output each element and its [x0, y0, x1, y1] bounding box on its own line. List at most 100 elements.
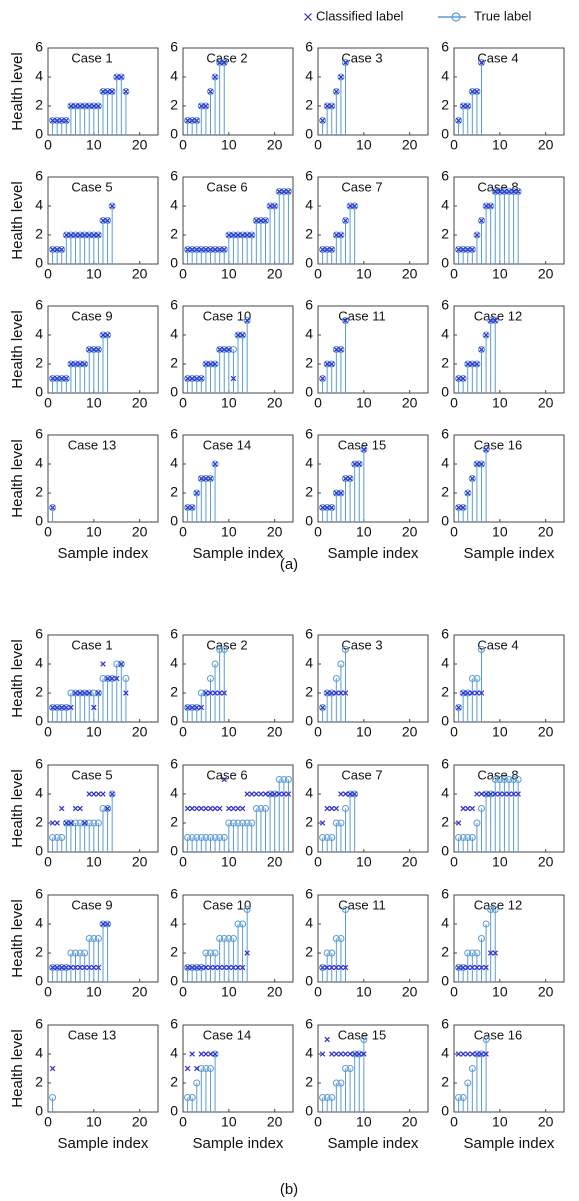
y-tick-label: 2 [305, 97, 313, 113]
classified-label-marker [86, 791, 92, 797]
classified-label-marker [68, 361, 74, 367]
true-label-marker [104, 217, 112, 224]
classified-label-marker [474, 232, 480, 238]
classified-label-marker [63, 232, 70, 238]
true-label-marker [284, 776, 292, 783]
classified-label-marker [455, 704, 462, 711]
y-tick-label: 0 [305, 1103, 313, 1119]
classified-label-marker [342, 217, 349, 224]
y-tick-label: 6 [441, 168, 449, 184]
classified-label-marker [497, 188, 503, 195]
true-label-marker [53, 246, 61, 253]
true-label-marker [257, 805, 265, 812]
true-label-marker [500, 776, 508, 783]
classified-label-marker [104, 88, 111, 95]
x-tick-label: 0 [314, 724, 322, 740]
classified-label-marker [212, 461, 218, 467]
x-tick-label: 10 [356, 1114, 372, 1130]
x-tick-label: 0 [314, 266, 322, 282]
classified-label-marker [262, 217, 269, 224]
classified-label-marker [271, 791, 278, 797]
x-tick-label: 20 [402, 395, 418, 411]
x-tick-label: 20 [267, 137, 283, 153]
y-tick-label: 4 [441, 197, 449, 213]
classified-label-marker [487, 317, 494, 324]
classified-label-marker [86, 232, 92, 238]
classified-label-marker [492, 791, 498, 797]
true-label-marker [328, 834, 336, 841]
true-label-marker [473, 460, 481, 468]
true-label-marker [234, 231, 242, 239]
y-tick-label: 4 [35, 197, 43, 213]
y-tick-label: 0 [170, 126, 178, 142]
classified-label-marker [184, 375, 191, 382]
axes-box [453, 305, 565, 394]
x-tick-label: 20 [132, 266, 148, 282]
true-label-marker [346, 1065, 354, 1072]
y-tick-label: 6 [170, 756, 178, 772]
x-tick-label: 20 [538, 984, 554, 1000]
true-label-marker [58, 964, 66, 971]
classified-label-marker [216, 346, 223, 353]
true-label-marker [193, 375, 201, 382]
classified-label-marker [506, 791, 512, 797]
x-tick-label: 10 [86, 137, 102, 153]
classified-label-marker [49, 504, 56, 511]
classified-label-marker [194, 490, 200, 496]
y-tick-label: 2 [441, 355, 449, 371]
true-label-marker [197, 1065, 205, 1072]
y-tick-label: 2 [441, 97, 449, 113]
classified-label-marker [474, 964, 480, 971]
y-tick-label: 4 [170, 1045, 178, 1061]
true-label-marker [342, 475, 349, 482]
classified-label-marker [203, 103, 209, 109]
true-label-marker [275, 188, 283, 195]
subplot-title: Case 7 [341, 179, 382, 194]
x-tick-label: 0 [314, 395, 322, 411]
true-label-marker [202, 1065, 210, 1072]
x-tick-label: 10 [492, 984, 508, 1000]
classified-label-marker [460, 805, 466, 812]
classified-label-marker [483, 332, 489, 338]
classified-label-marker [59, 805, 65, 812]
true-label-marker [332, 1079, 340, 1087]
classified-label-marker [239, 332, 246, 338]
y-tick-label: 0 [35, 713, 43, 729]
true-label-marker [81, 689, 89, 697]
classified-label-marker [198, 375, 205, 382]
panel-label: (b) [280, 1181, 298, 1198]
true-label-marker [337, 489, 345, 497]
true-label-marker [184, 504, 192, 511]
classified-label-marker [235, 964, 241, 971]
classified-label-marker [212, 1051, 218, 1057]
classified-label-marker [474, 461, 480, 467]
true-label-marker [473, 675, 481, 682]
x-tick-label: 0 [44, 137, 52, 153]
true-label-marker [323, 1094, 331, 1101]
classified-label-marker [361, 1051, 367, 1057]
classified-label-marker [329, 805, 335, 812]
classified-label-marker [109, 675, 115, 682]
classified-label-marker [465, 690, 471, 696]
classified-label-marker [114, 74, 120, 80]
classified-label-marker [72, 964, 79, 971]
axes-box [182, 47, 294, 136]
true-label-marker [252, 217, 260, 224]
true-label-marker [85, 819, 93, 827]
x-tick-label: 20 [267, 1114, 283, 1130]
classified-label-marker [478, 461, 485, 467]
true-label-marker [342, 59, 349, 66]
true-label-marker [49, 964, 57, 971]
classified-label-marker [184, 805, 191, 812]
subplot-title: Case 10 [203, 308, 251, 323]
true-label-marker [207, 360, 214, 368]
true-label-marker [184, 964, 192, 971]
y-tick-label: 0 [441, 513, 449, 529]
y-tick-label: 2 [305, 814, 313, 830]
x-tick-label: 0 [314, 984, 322, 1000]
true-label-marker [104, 331, 112, 339]
classified-label-marker [285, 188, 292, 195]
y-tick-label: 4 [441, 455, 449, 471]
classified-label-marker [324, 690, 330, 696]
true-label-marker [342, 906, 349, 913]
